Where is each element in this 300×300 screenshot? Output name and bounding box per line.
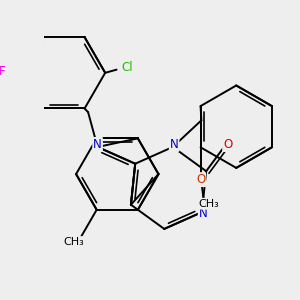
Text: O: O xyxy=(196,173,205,186)
Text: N: N xyxy=(199,207,208,220)
Text: N: N xyxy=(93,138,102,151)
Text: CH₃: CH₃ xyxy=(198,199,219,209)
Text: O: O xyxy=(223,138,232,151)
Text: Cl: Cl xyxy=(122,61,133,74)
Text: F: F xyxy=(0,65,5,78)
Text: CH₃: CH₃ xyxy=(64,237,85,247)
Text: N: N xyxy=(170,138,178,151)
